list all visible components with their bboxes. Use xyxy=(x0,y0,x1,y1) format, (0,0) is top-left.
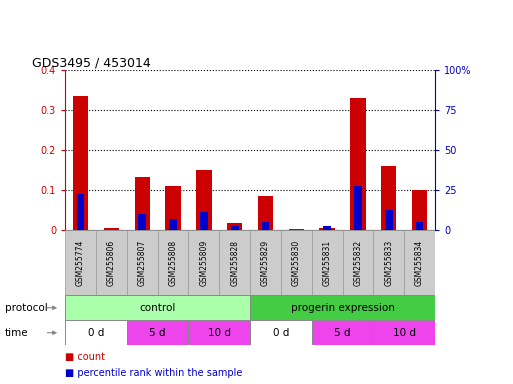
Text: GDS3495 / 453014: GDS3495 / 453014 xyxy=(32,56,151,69)
Bar xyxy=(250,295,435,320)
Bar xyxy=(157,230,188,295)
Bar xyxy=(96,230,127,295)
Text: control: control xyxy=(140,303,176,313)
Bar xyxy=(139,214,146,230)
Text: GSM255830: GSM255830 xyxy=(292,240,301,286)
Text: 10 d: 10 d xyxy=(392,328,416,338)
Bar xyxy=(127,320,188,345)
Bar xyxy=(73,96,88,230)
Text: GSM255831: GSM255831 xyxy=(323,240,331,286)
Text: GSM255806: GSM255806 xyxy=(107,240,116,286)
Bar xyxy=(134,177,150,230)
Text: GSM255829: GSM255829 xyxy=(261,240,270,286)
Text: GSM255832: GSM255832 xyxy=(353,240,363,286)
Bar xyxy=(312,320,373,345)
Bar xyxy=(323,227,331,230)
Text: time: time xyxy=(5,328,29,338)
Bar xyxy=(385,210,392,230)
Text: GSM255833: GSM255833 xyxy=(384,240,393,286)
Bar xyxy=(412,190,427,230)
Bar xyxy=(165,186,181,230)
Bar xyxy=(65,320,127,345)
Bar xyxy=(354,186,362,230)
Bar xyxy=(373,230,404,295)
Bar xyxy=(200,212,208,230)
Bar xyxy=(188,230,219,295)
Bar xyxy=(169,219,177,230)
Text: GSM255828: GSM255828 xyxy=(230,240,239,286)
Bar xyxy=(196,170,211,230)
Bar xyxy=(65,230,96,295)
Bar xyxy=(77,194,85,230)
Bar xyxy=(416,222,423,230)
Bar xyxy=(350,98,366,230)
Bar xyxy=(219,230,250,295)
Bar xyxy=(104,228,119,230)
Bar xyxy=(65,295,250,320)
Bar xyxy=(250,320,312,345)
Bar xyxy=(188,320,250,345)
Bar xyxy=(373,320,435,345)
Bar xyxy=(312,230,343,295)
Bar xyxy=(404,230,435,295)
Text: 0 d: 0 d xyxy=(88,328,104,338)
Bar xyxy=(343,230,373,295)
Bar xyxy=(281,230,312,295)
Text: GSM255807: GSM255807 xyxy=(137,240,147,286)
Text: 0 d: 0 d xyxy=(273,328,289,338)
Bar xyxy=(227,223,242,230)
Text: protocol: protocol xyxy=(5,303,48,313)
Text: 10 d: 10 d xyxy=(208,328,231,338)
Text: GSM255809: GSM255809 xyxy=(200,240,208,286)
Text: progerin expression: progerin expression xyxy=(291,303,394,313)
Bar xyxy=(320,228,335,230)
Bar xyxy=(127,230,157,295)
Bar xyxy=(258,196,273,230)
Text: GSM255808: GSM255808 xyxy=(169,240,177,286)
Text: 5 d: 5 d xyxy=(334,328,351,338)
Bar xyxy=(289,229,304,230)
Bar xyxy=(250,230,281,295)
Text: GSM255774: GSM255774 xyxy=(76,240,85,286)
Bar xyxy=(231,225,239,230)
Bar xyxy=(262,222,269,230)
Bar xyxy=(381,166,397,230)
Text: GSM255834: GSM255834 xyxy=(415,240,424,286)
Text: ■ count: ■ count xyxy=(65,353,105,362)
Text: 5 d: 5 d xyxy=(149,328,166,338)
Text: ■ percentile rank within the sample: ■ percentile rank within the sample xyxy=(65,368,243,378)
